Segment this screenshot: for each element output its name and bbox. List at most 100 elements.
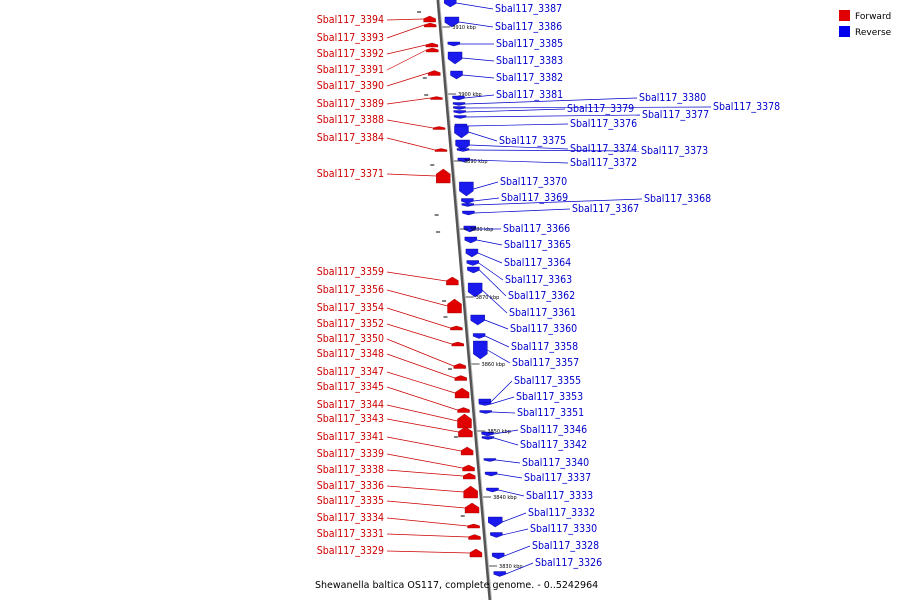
reverse-gene-label[interactable]: Sbal117_3372 (570, 157, 637, 169)
reverse-gene-label[interactable]: Sbal117_3353 (516, 391, 583, 403)
forward-gene-label[interactable]: Sbal117_3345 (317, 381, 384, 393)
forward-gene-feature[interactable] (432, 126, 446, 130)
forward-gene-label[interactable]: Sbal117_3350 (317, 333, 384, 345)
reverse-gene-feature[interactable] (453, 106, 466, 110)
forward-gene-feature[interactable] (469, 548, 483, 558)
forward-gene-label[interactable]: Sbal117_3354 (317, 302, 384, 314)
reverse-gene-label[interactable]: Sbal117_3376 (570, 118, 637, 130)
forward-gene-label[interactable]: Sbal117_3388 (317, 114, 384, 126)
reverse-gene-label[interactable]: Sbal117_3364 (504, 257, 571, 269)
reverse-gene-label[interactable]: Sbal117_3370 (500, 176, 567, 188)
forward-gene-label[interactable]: Sbal117_3331 (317, 528, 384, 540)
reverse-gene-feature[interactable] (467, 266, 480, 274)
forward-gene-label[interactable]: Sbal117_3392 (317, 48, 384, 60)
forward-gene-feature[interactable] (446, 276, 459, 286)
reverse-gene-label[interactable]: Sbal117_3386 (495, 21, 562, 33)
reverse-gene-label[interactable]: Sbal117_3380 (639, 92, 706, 104)
forward-gene-feature[interactable] (428, 70, 441, 76)
reverse-gene-label[interactable]: Sbal117_3365 (504, 239, 571, 251)
reverse-gene-feature[interactable] (452, 95, 465, 101)
forward-gene-feature[interactable] (425, 42, 439, 48)
forward-gene-feature[interactable] (430, 96, 443, 100)
reverse-gene-feature[interactable] (488, 516, 503, 528)
forward-gene-label[interactable]: Sbal117_3371 (317, 168, 384, 180)
reverse-gene-feature[interactable] (455, 139, 470, 151)
forward-gene-label[interactable]: Sbal117_3394 (317, 14, 384, 26)
reverse-gene-label[interactable]: Sbal117_3379 (567, 103, 634, 115)
forward-gene-feature[interactable] (454, 375, 467, 381)
reverse-gene-feature[interactable] (454, 125, 469, 139)
reverse-gene-feature[interactable] (464, 236, 477, 244)
forward-gene-label[interactable]: Sbal117_3338 (317, 464, 384, 476)
reverse-gene-feature[interactable] (453, 115, 467, 119)
reverse-gene-label[interactable]: Sbal117_3375 (499, 135, 566, 147)
forward-gene-label[interactable]: Sbal117_3341 (317, 431, 384, 443)
reverse-gene-label[interactable]: Sbal117_3358 (511, 341, 578, 353)
reverse-gene-label[interactable]: Sbal117_3366 (503, 223, 570, 235)
reverse-gene-label[interactable]: Sbal117_3377 (642, 109, 709, 121)
reverse-gene-feature[interactable] (483, 458, 497, 462)
forward-gene-label[interactable]: Sbal117_3384 (317, 132, 384, 144)
forward-gene-label[interactable]: Sbal117_3390 (317, 80, 384, 92)
forward-gene-label[interactable]: Sbal117_3344 (317, 399, 384, 411)
reverse-gene-feature[interactable] (479, 410, 492, 414)
reverse-gene-label[interactable]: Sbal117_3381 (496, 89, 563, 101)
forward-gene-feature[interactable] (460, 446, 474, 456)
reverse-gene-feature[interactable] (450, 70, 463, 80)
reverse-gene-label[interactable]: Sbal117_3333 (526, 490, 593, 502)
reverse-gene-label[interactable]: Sbal117_3351 (517, 407, 584, 419)
forward-gene-label[interactable]: Sbal117_3352 (317, 318, 384, 330)
reverse-gene-feature[interactable] (467, 282, 483, 298)
reverse-gene-label[interactable]: Sbal117_3355 (514, 375, 581, 387)
reverse-gene-label[interactable]: Sbal117_3374 (570, 143, 637, 155)
reverse-gene-label[interactable]: Sbal117_3368 (644, 193, 711, 205)
forward-gene-label[interactable]: Sbal117_3329 (317, 545, 384, 557)
reverse-gene-feature[interactable] (473, 340, 488, 360)
reverse-gene-label[interactable]: Sbal117_3357 (512, 357, 579, 369)
reverse-gene-label[interactable]: Sbal117_3346 (520, 424, 587, 436)
reverse-gene-feature[interactable] (452, 102, 466, 106)
forward-gene-feature[interactable] (464, 502, 480, 514)
forward-gene-label[interactable]: Sbal117_3348 (317, 348, 384, 360)
reverse-gene-label[interactable]: Sbal117_3378 (713, 101, 780, 113)
reverse-gene-label[interactable]: Sbal117_3360 (510, 323, 577, 335)
reverse-gene-label[interactable]: Sbal117_3330 (530, 523, 597, 535)
forward-gene-label[interactable]: Sbal117_3336 (317, 480, 384, 492)
forward-gene-feature[interactable] (434, 148, 448, 152)
reverse-gene-feature[interactable] (484, 471, 498, 477)
reverse-gene-label[interactable]: Sbal117_3332 (528, 507, 595, 519)
reverse-gene-feature[interactable] (462, 210, 475, 216)
forward-gene-label[interactable]: Sbal117_3389 (317, 98, 384, 110)
reverse-gene-feature[interactable] (466, 260, 479, 266)
reverse-gene-feature[interactable] (472, 333, 486, 339)
reverse-gene-feature[interactable] (447, 51, 463, 65)
reverse-gene-label[interactable]: Sbal117_3363 (505, 274, 572, 286)
forward-gene-feature[interactable] (463, 485, 478, 499)
forward-gene-label[interactable]: Sbal117_3391 (317, 64, 384, 76)
reverse-gene-feature[interactable] (478, 402, 492, 406)
forward-gene-feature[interactable] (426, 47, 439, 53)
forward-gene-label[interactable]: Sbal117_3339 (317, 448, 384, 460)
reverse-gene-feature[interactable] (456, 148, 470, 152)
forward-gene-feature[interactable] (462, 464, 475, 472)
reverse-gene-feature[interactable] (486, 487, 499, 493)
reverse-gene-feature[interactable] (459, 181, 474, 197)
forward-gene-feature[interactable] (463, 472, 476, 480)
reverse-gene-label[interactable]: Sbal117_3383 (496, 55, 563, 67)
reverse-gene-feature[interactable] (444, 0, 457, 8)
reverse-gene-feature[interactable] (447, 41, 461, 47)
reverse-gene-label[interactable]: Sbal117_3382 (496, 72, 563, 84)
forward-gene-label[interactable]: Sbal117_3335 (317, 495, 384, 507)
reverse-gene-label[interactable]: Sbal117_3385 (496, 38, 563, 50)
forward-gene-label[interactable]: Sbal117_3347 (317, 366, 384, 378)
reverse-gene-label[interactable]: Sbal117_3369 (501, 192, 568, 204)
forward-gene-feature[interactable] (447, 298, 462, 314)
reverse-gene-label[interactable]: Sbal117_3326 (535, 557, 602, 569)
forward-gene-feature[interactable] (450, 325, 463, 331)
forward-gene-label[interactable]: Sbal117_3356 (317, 284, 384, 296)
forward-gene-label[interactable]: Sbal117_3334 (317, 512, 384, 524)
reverse-gene-feature[interactable] (470, 314, 485, 326)
forward-gene-feature[interactable] (467, 523, 480, 529)
forward-gene-feature[interactable] (423, 22, 437, 28)
reverse-gene-label[interactable]: Sbal117_3373 (641, 145, 708, 157)
